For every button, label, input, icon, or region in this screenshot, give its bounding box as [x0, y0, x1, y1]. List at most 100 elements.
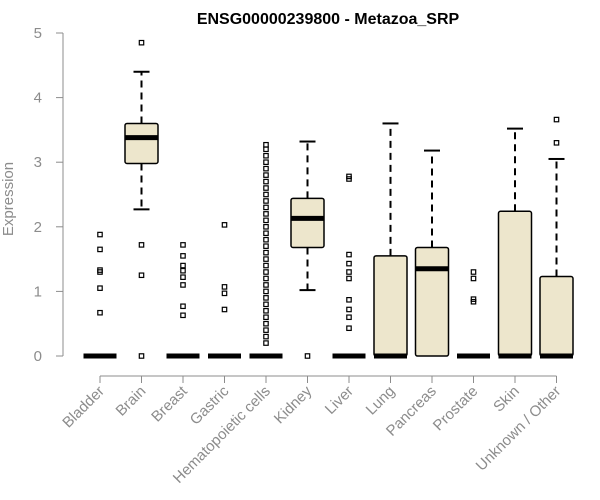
outlier-point: [470, 296, 477, 302]
x-tick-label: Skin: [490, 383, 523, 416]
outlier-point: [138, 242, 145, 248]
box-liver: [332, 173, 366, 359]
outlier-point: [346, 173, 352, 180]
box-hematopoietic-cells: [249, 141, 283, 359]
y-tick-label: 4: [34, 90, 42, 107]
outlier-point: [470, 269, 477, 275]
x-tick-label: Brain: [113, 383, 150, 420]
outlier-point: [263, 269, 269, 275]
box-prostate: [457, 269, 490, 359]
outlier-point: [263, 152, 269, 159]
outlier-point: [263, 307, 269, 314]
box-brain: [124, 39, 159, 359]
outlier-point: [263, 256, 269, 262]
outlier-point: [346, 306, 352, 313]
box-bladder: [83, 231, 117, 359]
box-pancreas: [414, 149, 450, 357]
outlier-point: [221, 222, 228, 228]
box-kidney: [290, 140, 325, 359]
y-tick-label: 0: [34, 348, 42, 365]
outlier-point: [346, 260, 352, 267]
outlier-point: [263, 217, 269, 224]
outlier-point: [263, 230, 269, 237]
outlier-point: [180, 262, 186, 269]
outlier-point: [263, 172, 269, 178]
outlier-point: [263, 146, 269, 153]
outlier-point: [221, 306, 228, 313]
x-tick-label: Lung: [363, 383, 399, 419]
outlier-point: [180, 267, 186, 274]
outlier-point: [553, 140, 560, 146]
x-tick-label: Prostate: [430, 383, 482, 435]
box-breast: [166, 242, 200, 359]
box-skin: [497, 127, 533, 359]
outlier-point: [138, 272, 145, 279]
outlier-point: [263, 314, 269, 321]
outlier-point: [263, 275, 269, 282]
y-tick-label: 1: [34, 283, 42, 300]
outlier-point: [263, 204, 269, 211]
outlier-point: [263, 249, 269, 256]
outlier-point: [263, 288, 269, 295]
outlier-point: [346, 296, 352, 303]
outlier-point: [180, 242, 186, 248]
outlier-point: [263, 198, 269, 204]
y-tick-label: 3: [34, 154, 42, 171]
outlier-point: [263, 333, 269, 340]
outlier-point: [180, 274, 186, 280]
outlier-point: [97, 267, 103, 273]
outlier-point: [263, 185, 269, 191]
outlier-point: [263, 282, 269, 288]
outlier-point: [346, 275, 352, 282]
outlier-point: [97, 246, 103, 253]
y-tick-label: 2: [34, 219, 42, 236]
outlier-point: [138, 39, 145, 46]
outlier-point: [263, 159, 269, 166]
box-body: [497, 210, 533, 357]
outlier-point: [346, 325, 352, 332]
outlier-point: [263, 224, 269, 230]
box-lung: [373, 122, 408, 359]
outlier-point: [97, 231, 103, 238]
outlier-point: [221, 284, 228, 290]
outlier-point: [346, 251, 352, 258]
outlier-point: [304, 353, 311, 359]
box-body: [539, 275, 574, 357]
y-axis-label: Expression: [0, 162, 17, 236]
outlier-point: [346, 269, 352, 275]
box-body: [124, 122, 159, 165]
box-gastric: [208, 222, 241, 359]
y-axis: 0 1 2 3 4 5: [34, 25, 64, 365]
outlier-point: [180, 303, 186, 310]
boxes-group: [83, 39, 574, 359]
outlier-point: [263, 340, 269, 346]
box-body: [373, 255, 408, 357]
outlier-point: [97, 309, 103, 316]
outlier-point: [263, 191, 269, 198]
chart-title: ENSG00000239800 - Metazoa_SRP: [197, 11, 460, 28]
outlier-point: [263, 327, 269, 333]
outlier-point: [553, 116, 560, 123]
outlier-point: [180, 253, 186, 259]
outlier-point: [263, 295, 269, 301]
outlier-point: [263, 236, 269, 243]
box-unknown-other: [539, 116, 574, 359]
x-tick-label: Breast: [148, 382, 191, 425]
x-tick-label: Bladder: [59, 383, 108, 432]
outlier-point: [263, 178, 269, 185]
outlier-point: [263, 243, 269, 249]
outlier-point: [263, 165, 269, 172]
outlier-point: [138, 353, 145, 359]
outlier-point: [263, 141, 269, 148]
outlier-point: [346, 314, 352, 321]
outlier-point: [263, 262, 269, 269]
outlier-point: [221, 290, 228, 297]
y-tick-label: 5: [34, 25, 42, 42]
outlier-point: [263, 320, 269, 327]
outlier-point: [180, 312, 186, 319]
outlier-point: [263, 211, 269, 217]
outlier-point: [470, 275, 477, 282]
x-tick-label: Kidney: [271, 382, 316, 427]
